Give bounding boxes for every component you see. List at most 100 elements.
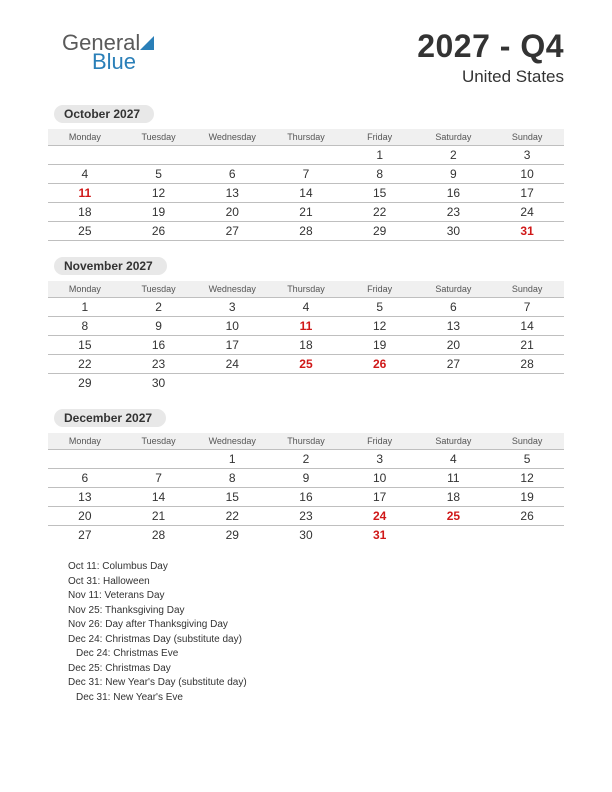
weekday-header: Thursday: [269, 433, 343, 450]
calendar-day: 10: [195, 317, 269, 336]
weekday-header: Saturday: [417, 129, 491, 146]
calendar-day: 24: [490, 203, 564, 222]
calendar-day: 20: [417, 336, 491, 355]
calendar-day: 15: [195, 487, 269, 506]
months-container: October 2027MondayTuesdayWednesdayThursd…: [48, 105, 564, 544]
calendar-day: 15: [48, 336, 122, 355]
logo: General Blue: [48, 28, 154, 71]
weekday-header: Friday: [343, 433, 417, 450]
holiday-entry: Oct 11: Columbus Day: [68, 560, 564, 575]
calendar-day: 12: [490, 468, 564, 487]
calendar-day: 11: [48, 184, 122, 203]
calendar-day: 16: [269, 487, 343, 506]
calendar-day: 29: [48, 374, 122, 393]
weekday-header: Monday: [48, 281, 122, 298]
weekday-header: Sunday: [490, 281, 564, 298]
calendar-day: 25: [269, 355, 343, 374]
calendar-day: 9: [417, 165, 491, 184]
calendar-day: 3: [343, 449, 417, 468]
calendar-day: [48, 449, 122, 468]
holiday-entry: Dec 31: New Year's Day (substitute day): [68, 676, 564, 691]
calendar-day: 28: [122, 525, 196, 544]
calendar-day: 4: [417, 449, 491, 468]
calendar-day: 1: [195, 449, 269, 468]
logo-text: General Blue: [62, 34, 140, 71]
calendar-day: 4: [48, 165, 122, 184]
weekday-header: Sunday: [490, 433, 564, 450]
calendar-day: [122, 449, 196, 468]
calendar-day: 29: [343, 222, 417, 241]
calendar-day: 6: [417, 298, 491, 317]
weekday-header: Tuesday: [122, 281, 196, 298]
calendar-day: 13: [48, 487, 122, 506]
calendar-day: 8: [195, 468, 269, 487]
calendar-day: 2: [417, 146, 491, 165]
calendar-day: 14: [122, 487, 196, 506]
calendar-day: 9: [269, 468, 343, 487]
page-title: 2027 - Q4: [417, 28, 564, 65]
calendar-day: 27: [417, 355, 491, 374]
calendar-day: 18: [417, 487, 491, 506]
calendar-day: 3: [195, 298, 269, 317]
calendar-day: 19: [343, 336, 417, 355]
calendar-day: 15: [343, 184, 417, 203]
calendar-day: [417, 525, 491, 544]
holiday-entry: Nov 25: Thanksgiving Day: [68, 604, 564, 619]
holiday-entry: Dec 31: New Year's Eve: [68, 691, 564, 706]
weekday-header: Friday: [343, 281, 417, 298]
calendar-day: 21: [269, 203, 343, 222]
calendar-row: 13141516171819: [48, 487, 564, 506]
calendar-row: 2930: [48, 374, 564, 393]
calendar-day: 14: [269, 184, 343, 203]
calendar-row: 1234567: [48, 298, 564, 317]
header: General Blue 2027 - Q4 United States: [48, 28, 564, 87]
calendar-row: 12345: [48, 449, 564, 468]
calendar-table: MondayTuesdayWednesdayThursdayFridaySatu…: [48, 129, 564, 241]
weekday-header: Sunday: [490, 129, 564, 146]
calendar-row: 891011121314: [48, 317, 564, 336]
weekday-header: Wednesday: [195, 433, 269, 450]
calendar-day: 28: [269, 222, 343, 241]
calendar-day: 26: [490, 506, 564, 525]
calendar-day: 10: [343, 468, 417, 487]
logo-line2: Blue: [62, 53, 140, 72]
holiday-entry: Dec 25: Christmas Day: [68, 662, 564, 677]
calendar-day: [269, 374, 343, 393]
calendar-day: 23: [122, 355, 196, 374]
calendar-day: [48, 146, 122, 165]
calendar-day: 22: [343, 203, 417, 222]
holiday-entry: Dec 24: Christmas Eve: [68, 647, 564, 662]
calendar-day: 19: [122, 203, 196, 222]
calendar-day: 21: [122, 506, 196, 525]
calendar-day: 3: [490, 146, 564, 165]
weekday-header: Saturday: [417, 281, 491, 298]
holiday-entry: Nov 26: Day after Thanksgiving Day: [68, 618, 564, 633]
weekday-header: Wednesday: [195, 129, 269, 146]
calendar-day: 19: [490, 487, 564, 506]
calendar-day: 5: [490, 449, 564, 468]
calendar-day: 23: [269, 506, 343, 525]
month-label: December 2027: [54, 409, 166, 427]
calendar-day: [122, 146, 196, 165]
weekday-header: Saturday: [417, 433, 491, 450]
calendar-table: MondayTuesdayWednesdayThursdayFridaySatu…: [48, 281, 564, 393]
holiday-entry: Oct 31: Halloween: [68, 575, 564, 590]
month-label: November 2027: [54, 257, 167, 275]
weekday-header: Thursday: [269, 281, 343, 298]
calendar-day: 11: [269, 317, 343, 336]
calendar-day: 21: [490, 336, 564, 355]
calendar-day: 27: [48, 525, 122, 544]
month-block: October 2027MondayTuesdayWednesdayThursd…: [48, 105, 564, 241]
weekday-header: Monday: [48, 129, 122, 146]
page-subtitle: United States: [417, 67, 564, 87]
calendar-day: 12: [343, 317, 417, 336]
calendar-day: 9: [122, 317, 196, 336]
calendar-day: 12: [122, 184, 196, 203]
calendar-day: 8: [48, 317, 122, 336]
calendar-day: 26: [122, 222, 196, 241]
calendar-day: [269, 146, 343, 165]
calendar-row: 2728293031: [48, 525, 564, 544]
calendar-day: 16: [417, 184, 491, 203]
holiday-entry: Dec 24: Christmas Day (substitute day): [68, 633, 564, 648]
calendar-row: 11121314151617: [48, 184, 564, 203]
